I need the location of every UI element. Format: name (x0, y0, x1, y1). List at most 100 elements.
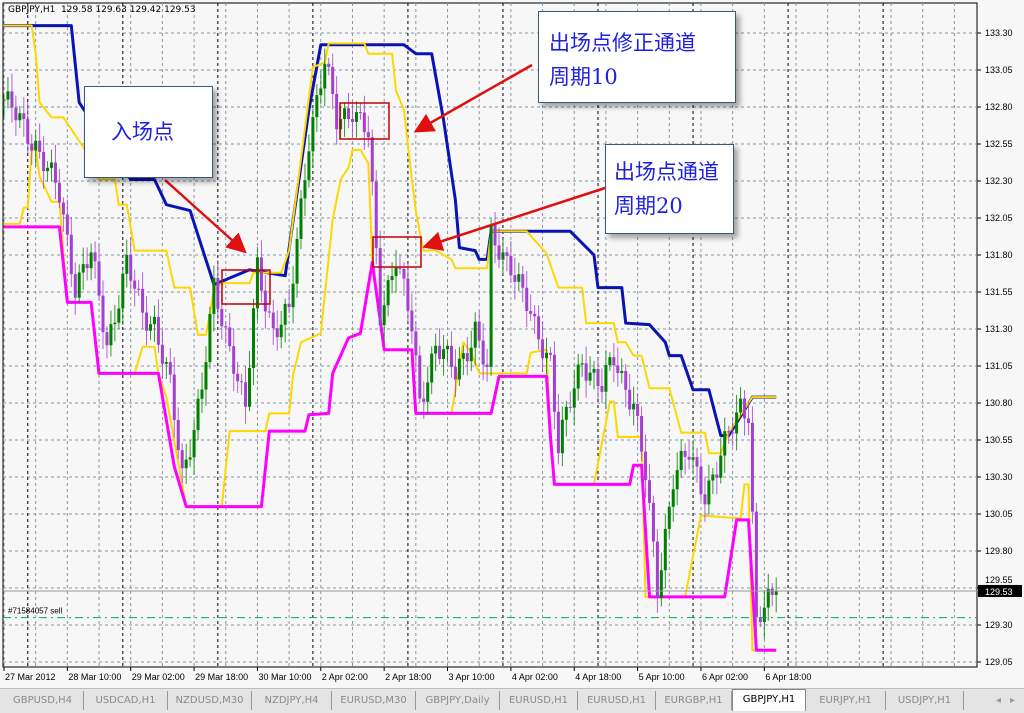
tab-eurgbp-h1[interactable]: EURGBP,H1 (656, 691, 732, 710)
candle (42, 136, 46, 189)
candle (14, 95, 18, 136)
candle (172, 356, 176, 438)
candle (414, 321, 418, 373)
candle (335, 76, 339, 145)
tab-gbpusd-h4[interactable]: GBPUSD,H4 (2, 691, 84, 710)
candle-body (220, 308, 224, 327)
candle (663, 514, 667, 589)
candle-body (616, 365, 620, 373)
candle-body (287, 303, 291, 308)
tab-usdjpy-h1[interactable]: USDJPY,H1 (886, 691, 964, 710)
candle (469, 330, 473, 372)
scroll-left-icon[interactable]: ◂ (996, 695, 1002, 706)
candle-body (703, 494, 707, 505)
price-label: 130.80 (985, 398, 1013, 408)
candle (145, 296, 149, 346)
candle-body (347, 108, 351, 120)
annotation-arrow (413, 63, 533, 133)
candle-body (442, 349, 446, 359)
candle-body (576, 364, 580, 389)
candle-body (279, 324, 283, 338)
candle-body (374, 181, 378, 249)
candle-body (624, 370, 628, 390)
candle (176, 407, 180, 460)
candle-body (715, 474, 719, 478)
candle-body (699, 466, 703, 495)
candle-body (50, 162, 54, 168)
price-label: 131.80 (985, 250, 1013, 260)
candle-body (398, 267, 402, 269)
candle (149, 316, 153, 341)
candle (758, 606, 762, 628)
candle-body (188, 457, 192, 460)
candle-body (267, 311, 271, 313)
candle-body (719, 455, 723, 478)
candle (18, 105, 22, 129)
candle-body (493, 224, 497, 246)
candle (224, 321, 228, 345)
candle-body (315, 95, 319, 118)
candle (446, 341, 450, 363)
candle (259, 240, 263, 303)
tab-gbpjpy-daily[interactable]: GBPJPY,Daily (416, 691, 500, 710)
candle (560, 406, 564, 467)
candle-body (311, 117, 315, 152)
candle (406, 262, 410, 323)
candle (449, 331, 453, 378)
candle-body (489, 224, 493, 367)
candle (659, 552, 663, 607)
annotation-arrow (422, 186, 606, 251)
candle (168, 348, 172, 384)
candle-body (331, 66, 335, 94)
candle (422, 381, 426, 419)
candle-body (659, 570, 663, 598)
candle (497, 227, 501, 269)
candle-body (34, 140, 38, 151)
candle (97, 244, 101, 301)
candle-body (640, 416, 644, 452)
tab-nzdjpy-h4[interactable]: NZDJPY,H4 (252, 691, 332, 710)
tab-usdcad-h1[interactable]: USDCAD,H1 (84, 691, 168, 710)
candle-body (149, 324, 153, 331)
tab-gbpjpy-h1[interactable]: GBPJPY,H1 (732, 689, 806, 711)
candle (453, 349, 457, 398)
candle-body (406, 278, 410, 311)
channel20-lower-line (4, 225, 777, 652)
tab-eurusd-h1[interactable]: EURUSD,H1 (500, 691, 578, 710)
tab-nzdusd-m30[interactable]: NZDUSD,M30 (168, 691, 252, 710)
candle (327, 57, 331, 76)
candle (287, 288, 291, 314)
candle (707, 464, 711, 515)
candle-body (354, 112, 358, 122)
candle-body (196, 398, 200, 431)
chart-window[interactable]: #71584057 sell 129.53 133.30 133.05 132.80 1… (0, 0, 1024, 688)
candle-body (26, 119, 30, 144)
candle-body (97, 261, 101, 296)
candle (53, 144, 57, 200)
candle-body (327, 63, 331, 67)
candle-body (754, 511, 758, 618)
scroll-right-icon[interactable]: ▸ (1010, 695, 1016, 706)
candle-body (394, 267, 398, 277)
candle-body (93, 252, 97, 262)
tab-eurusd-h1[interactable]: EURUSD,H1 (578, 691, 656, 710)
candle (65, 199, 69, 247)
candle-body (141, 288, 145, 313)
candle (754, 503, 758, 635)
candle (620, 358, 624, 384)
candle (248, 350, 252, 412)
tab-eurjpy-h1[interactable]: EURJPY,H1 (806, 691, 886, 710)
candle-body (727, 431, 731, 433)
candle-body (271, 312, 275, 329)
tab-eurusd-m30[interactable]: EURUSD,M30 (332, 691, 416, 710)
price-label: 133.05 (985, 65, 1013, 75)
candle-body (449, 345, 453, 367)
candle (564, 400, 568, 437)
candle (545, 337, 549, 375)
candle-body (604, 365, 608, 392)
candle (548, 347, 552, 361)
candle-body (101, 295, 105, 333)
candle-body (446, 345, 450, 350)
candle (687, 440, 691, 470)
